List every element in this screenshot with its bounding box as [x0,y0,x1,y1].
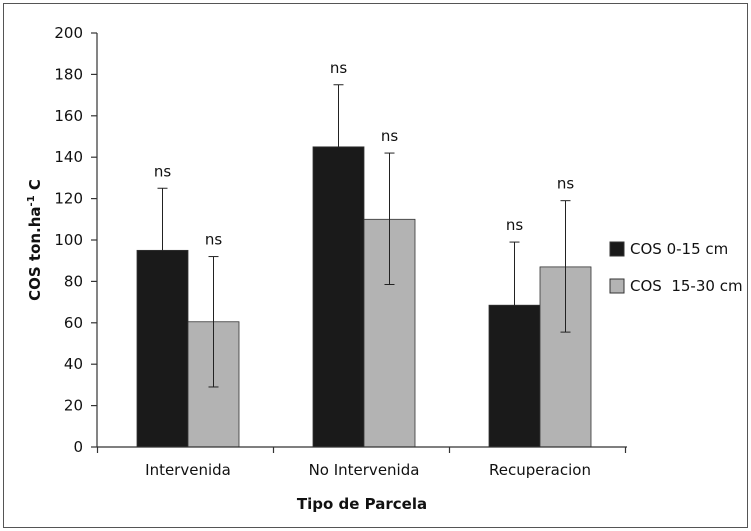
x-ticks-layer: Intervenida No Intervenida Recuperacion [96,447,627,479]
bar-cos-0-15 [312,146,365,448]
error-bars-layer [157,84,571,388]
significance-label: ns [557,175,575,193]
annotations-layer: ns ns ns ns ns ns [154,59,575,249]
y-tick-label: 120 [54,190,83,208]
y-axis-title: COS ton.ha-1 C [26,179,44,301]
legend-swatch-cos-0-15 [609,241,625,257]
y-tick-label: 100 [54,231,83,249]
x-axis-title: Tipo de Parcela [297,495,427,513]
y-axis-title-superscript: -1 [26,195,37,206]
bars-layer [136,146,592,448]
legend-label-cos-0-15: COS 0-15 cm [630,240,728,258]
bar-cos-0-15 [136,249,189,448]
significance-label: ns [381,127,399,145]
y-axis-title-tail: C [26,179,44,195]
y-ticks-layer: 0 20 40 60 80 100 120 140 160 180 200 [54,24,97,456]
legend: COS 0-15 cm COS 15-30 cm [609,240,743,295]
y-tick-label: 200 [54,24,83,42]
y-tick-label: 80 [64,272,83,290]
x-tick-label: Intervenida [145,461,231,479]
significance-label: ns [154,162,172,180]
significance-label: ns [205,231,223,249]
x-tick-label: Recuperacion [489,461,591,479]
y-tick-label: 60 [64,314,83,332]
legend-swatch-cos-15-30 [609,278,625,294]
y-tick-label: 40 [64,355,83,373]
y-axis-title-main: COS ton.ha [26,206,44,300]
bar-cos-0-15 [488,304,541,448]
y-tick-label: 160 [54,107,83,125]
y-tick-label: 0 [73,438,83,456]
chart-frame [3,3,748,528]
y-tick-label: 180 [54,65,83,83]
y-tick-label: 20 [64,397,83,415]
significance-label: ns [330,59,348,77]
y-tick-label: 140 [54,148,83,166]
x-tick-label: No Intervenida [309,461,420,479]
legend-label-cos-15-30: COS 15-30 cm [630,277,743,295]
significance-label: ns [506,216,524,234]
